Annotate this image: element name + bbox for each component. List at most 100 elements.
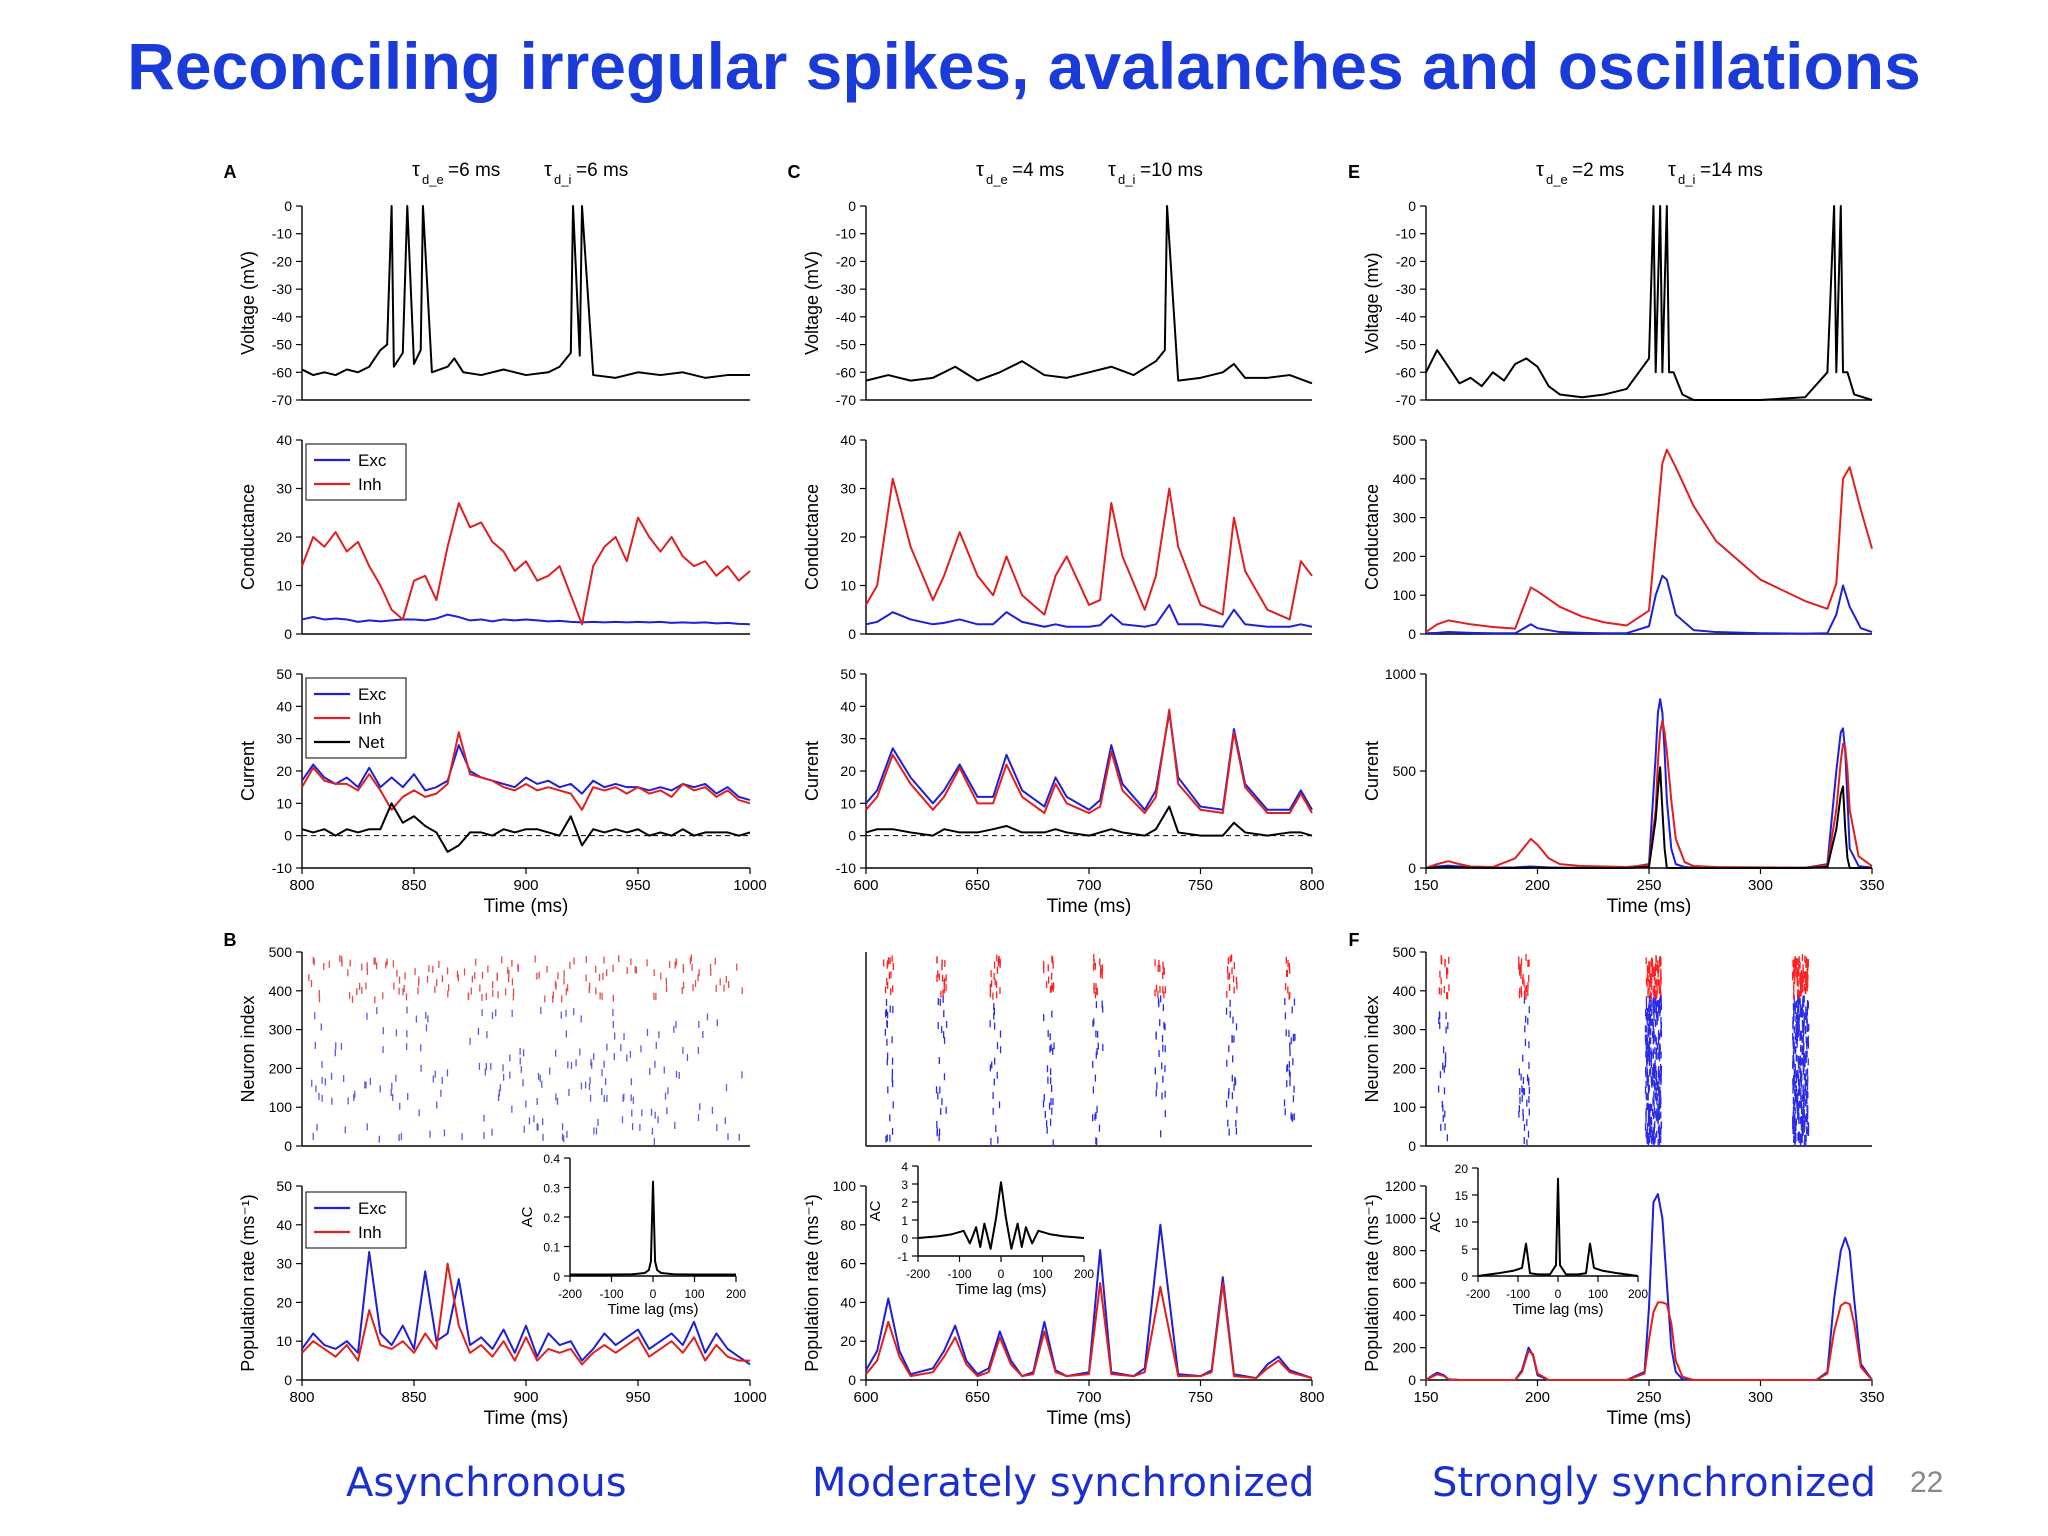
y-tick-label: 200 [269, 1060, 293, 1076]
x-tick-label: 650 [965, 877, 990, 894]
tau-subscript: d_e [422, 172, 444, 187]
y-tick-label: 800 [1393, 1243, 1417, 1259]
x-tick-label: 150 [1413, 1389, 1438, 1406]
rate-exc-line [865, 1223, 1313, 1380]
slide-title: Reconciling irregular spikes, avalanches… [127, 29, 1921, 103]
y-tick-label: 1 [901, 1214, 908, 1228]
x-tick-label: 600 [853, 877, 878, 894]
y-tick-label: 0 [1408, 198, 1416, 214]
tau-e-value: =4 ms [1012, 160, 1064, 181]
x-tick-label: 700 [1076, 877, 1101, 894]
y-tick-label: -70 [1396, 392, 1416, 408]
y-tick-label: 0.4 [543, 1152, 560, 1166]
y-tick-label: -1 [897, 1250, 908, 1264]
conductance-inh-line [1425, 448, 1873, 633]
y-tick-label: 40 [840, 432, 856, 448]
y-tick-label: 100 [833, 1178, 857, 1194]
legend-label-exc: Exc [358, 451, 387, 470]
tau-i-value: =6 ms [576, 160, 628, 181]
tau-i-value: =14 ms [1700, 160, 1763, 181]
tau-subscript: d_e [1546, 172, 1568, 187]
y-tick-label: 100 [269, 1099, 293, 1115]
x-tick-label: 750 [1188, 877, 1213, 894]
y-tick-label: 0 [1461, 1270, 1468, 1284]
tau-i-value: =10 ms [1140, 160, 1203, 181]
y-tick-label: 200 [1393, 1340, 1417, 1356]
y-tick-label: 60 [840, 1256, 856, 1272]
y-tick-label: -10 [836, 226, 856, 242]
ac-inset: 0 5 10 15 20 -200 -100 0 100 200 AC Time lag (ms) [1427, 1162, 1648, 1318]
ac-voltage-line [1477, 1177, 1639, 1277]
y-tick-label: -20 [836, 253, 856, 269]
x-tick-label: 800 [1299, 1389, 1324, 1406]
x-tick-label: 200 [1525, 1389, 1550, 1406]
legend-box [305, 443, 407, 501]
y-axis-label: Voltage (mV) [238, 251, 258, 355]
y-tick-label: 400 [1393, 983, 1417, 999]
ac-voltage-line [570, 1180, 736, 1276]
panel-letter: A [224, 162, 237, 182]
y-tick-label: -50 [1396, 337, 1416, 353]
y-tick-label: 400 [1393, 471, 1417, 487]
current-net-line [1425, 766, 1872, 869]
panel-letter: B [224, 930, 237, 950]
tau-subscript: d_e [986, 172, 1008, 187]
y-axis-label: Neuron index [238, 995, 258, 1102]
caption-strongly-synchronized: Strongly synchronized [1432, 1460, 1877, 1506]
y-tick-label: -30 [836, 281, 856, 297]
y-tick-label: 0 [284, 1138, 292, 1154]
y-tick-label: 0 [284, 198, 292, 214]
y-axis-label: Voltage (mV) [802, 251, 822, 355]
legend-label-inh: Inh [358, 1223, 382, 1242]
raster-spikes [883, 954, 1296, 1147]
raster-spikes [308, 954, 743, 1145]
y-tick-label: 100 [1393, 1099, 1417, 1115]
y-axis-label: Neuron index [1362, 995, 1382, 1102]
current-inh-line [865, 708, 1313, 815]
y-axis-label: Conductance [1362, 484, 1382, 590]
current-exc-line [1425, 698, 1873, 869]
x-tick-label: -100 [1506, 1287, 1530, 1301]
x-tick-label: 650 [965, 1389, 990, 1406]
x-tick-label: 300 [1748, 1389, 1773, 1406]
x-tick-label: -200 [1466, 1287, 1490, 1301]
x-tick-label: -200 [906, 1267, 930, 1281]
y-tick-label: 20 [276, 529, 292, 545]
inset-x-label: Time lag (ms) [1512, 1301, 1603, 1318]
tau-symbol: τ [1668, 159, 1676, 181]
y-tick-label: -60 [836, 364, 856, 380]
y-tick-label: 20 [840, 763, 856, 779]
legend-label-exc: Exc [358, 685, 387, 704]
y-tick-label: 1000 [1385, 666, 1416, 682]
tau-symbol: τ [1108, 159, 1116, 181]
y-tick-label: 200 [1393, 548, 1417, 564]
y-tick-label: 2 [901, 1196, 908, 1210]
y-tick-label: 500 [1393, 763, 1417, 779]
y-axis-label: Conductance [802, 484, 822, 590]
tau-subscript: d_i [554, 172, 571, 187]
y-tick-label: 40 [276, 1217, 292, 1233]
voltage-voltage-line [301, 205, 750, 379]
y-tick-label: 30 [276, 1256, 292, 1272]
y-axis-label: Voltage (mv) [1362, 252, 1382, 353]
x-tick-label: 750 [1188, 1389, 1213, 1406]
x-axis-label: Time (ms) [1607, 896, 1692, 917]
panel-letter: C [788, 162, 801, 182]
y-axis-label: Population rate (ms⁻¹) [802, 1194, 822, 1372]
y-tick-label: -20 [272, 253, 292, 269]
legend-label-inh: Inh [358, 709, 382, 728]
ac-inset: -1 0 1 2 3 4 -200 -100 0 100 200 AC Time lag (ms) [867, 1160, 1094, 1298]
y-tick-label: 300 [1393, 1022, 1417, 1038]
x-tick-label: 900 [513, 1389, 538, 1406]
ac-inset: 0 0.1 0.2 0.3 0.4 -200 -100 0 100 200 AC Time lag (… [519, 1152, 746, 1318]
x-tick-label: 300 [1748, 877, 1773, 894]
x-tick-label: 1000 [733, 877, 766, 894]
y-axis-label: Population rate (ms⁻¹) [1362, 1194, 1382, 1372]
y-tick-label: -10 [1396, 226, 1416, 242]
tau-header: τ d_e =6 ms τ d_i =6 ms [412, 159, 628, 187]
y-tick-label: 50 [276, 666, 292, 682]
y-tick-label: 3 [901, 1178, 908, 1192]
y-tick-label: 20 [276, 1294, 292, 1310]
y-tick-label: 0 [1408, 626, 1416, 642]
ac-voltage-line [917, 1181, 1085, 1250]
